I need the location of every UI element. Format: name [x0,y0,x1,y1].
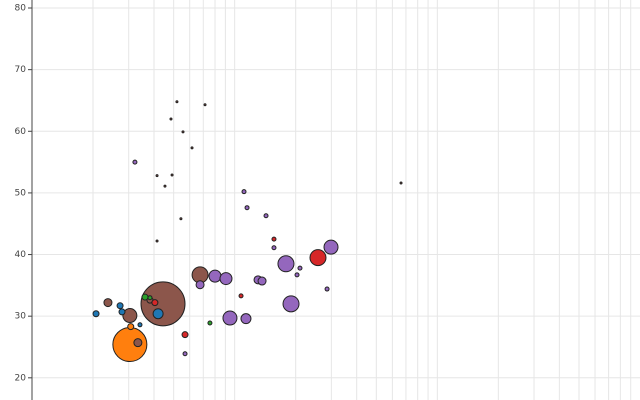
y-tick-label: 70 [15,65,27,75]
bubble [155,174,159,178]
bubble [151,299,159,307]
bubble [181,331,189,339]
bubble [309,249,327,267]
bubble [203,103,207,107]
bubble [271,245,277,251]
bubble [103,298,113,308]
bubble [181,130,185,134]
bubble [127,323,135,331]
bubble [190,146,194,150]
bubble [133,338,143,348]
bubble [219,272,233,286]
bubble [297,265,303,271]
bubble [282,295,300,313]
bubble [244,205,250,211]
y-tick-label: 40 [15,250,27,260]
bubble [122,308,138,324]
y-tick-label: 50 [15,188,27,198]
bubble [182,351,188,357]
bubble [155,239,159,243]
bubble [323,239,339,255]
bubble [238,293,244,299]
bubble [170,173,174,177]
bubble [92,310,100,318]
bubble [263,213,269,219]
bubble [257,276,267,286]
y-tick-label: 60 [15,127,27,137]
bubble [277,255,295,273]
bubble [324,286,330,292]
bubble [222,310,238,326]
bubble [132,159,138,165]
bubble [271,236,277,242]
bubble [169,117,173,121]
y-tick-label: 20 [15,373,27,383]
bubble [163,184,167,188]
y-tick-label: 80 [15,4,27,14]
bubble [152,308,164,320]
bubble [241,189,247,195]
bubble [147,295,153,301]
bubble [175,100,179,104]
bubble [207,320,213,326]
bubble [137,322,143,328]
bubble [179,217,183,221]
bubble [141,293,149,301]
y-tick-label: 30 [15,312,27,322]
bubble [240,313,252,325]
bubble [294,272,300,278]
bubble [116,302,124,310]
bubble [118,308,126,316]
bubble [399,181,403,185]
bubble [140,281,186,327]
bubble [208,269,222,283]
bubble [195,280,205,290]
